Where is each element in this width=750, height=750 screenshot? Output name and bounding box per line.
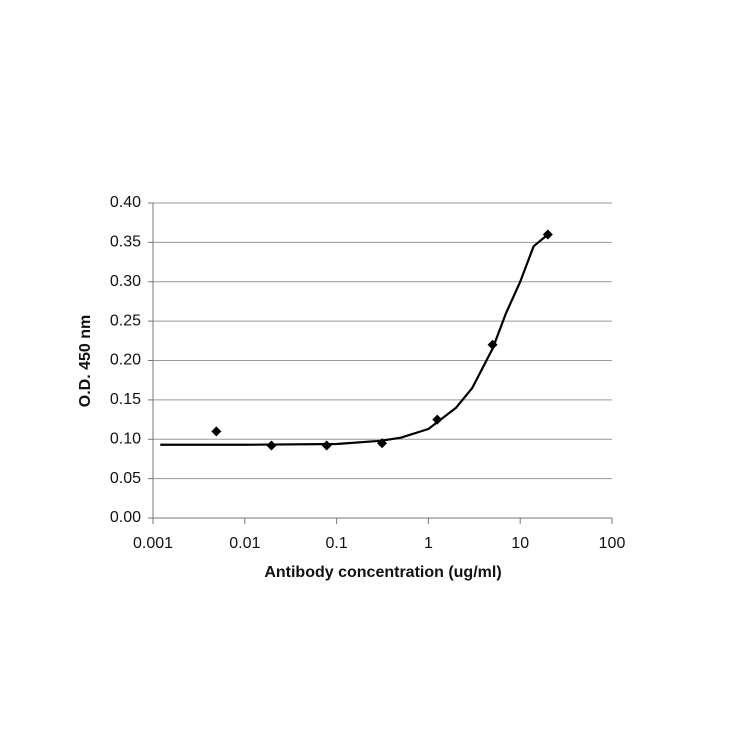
y-tick-label: 0.10 xyxy=(110,430,141,447)
x-tick-label: 1 xyxy=(424,535,433,552)
y-tick-label: 0.30 xyxy=(110,273,141,290)
y-tick-label: 0.35 xyxy=(110,234,141,251)
data-point xyxy=(321,440,332,451)
data-point xyxy=(432,414,443,425)
x-tick-label: 10 xyxy=(511,535,529,552)
y-axis-title: O.D. 450 nm xyxy=(77,315,94,407)
x-tick-label: 0.1 xyxy=(325,535,347,552)
fit-curve xyxy=(160,233,549,446)
x-tick-label: 100 xyxy=(599,535,626,552)
y-tick-label: 0.40 xyxy=(110,194,141,211)
y-tick-label: 0.00 xyxy=(110,509,141,526)
x-axis-title: Antibody concentration (ug/ml) xyxy=(264,564,501,581)
x-tick-label: 0.01 xyxy=(229,535,260,552)
y-tick-label: 0.20 xyxy=(110,352,141,369)
y-tick-label: 0.25 xyxy=(110,312,141,329)
data-point xyxy=(211,426,222,437)
x-tick-label: 0.001 xyxy=(133,535,173,552)
y-tick-label: 0.05 xyxy=(110,470,141,487)
y-tick-label: 0.15 xyxy=(110,391,141,408)
